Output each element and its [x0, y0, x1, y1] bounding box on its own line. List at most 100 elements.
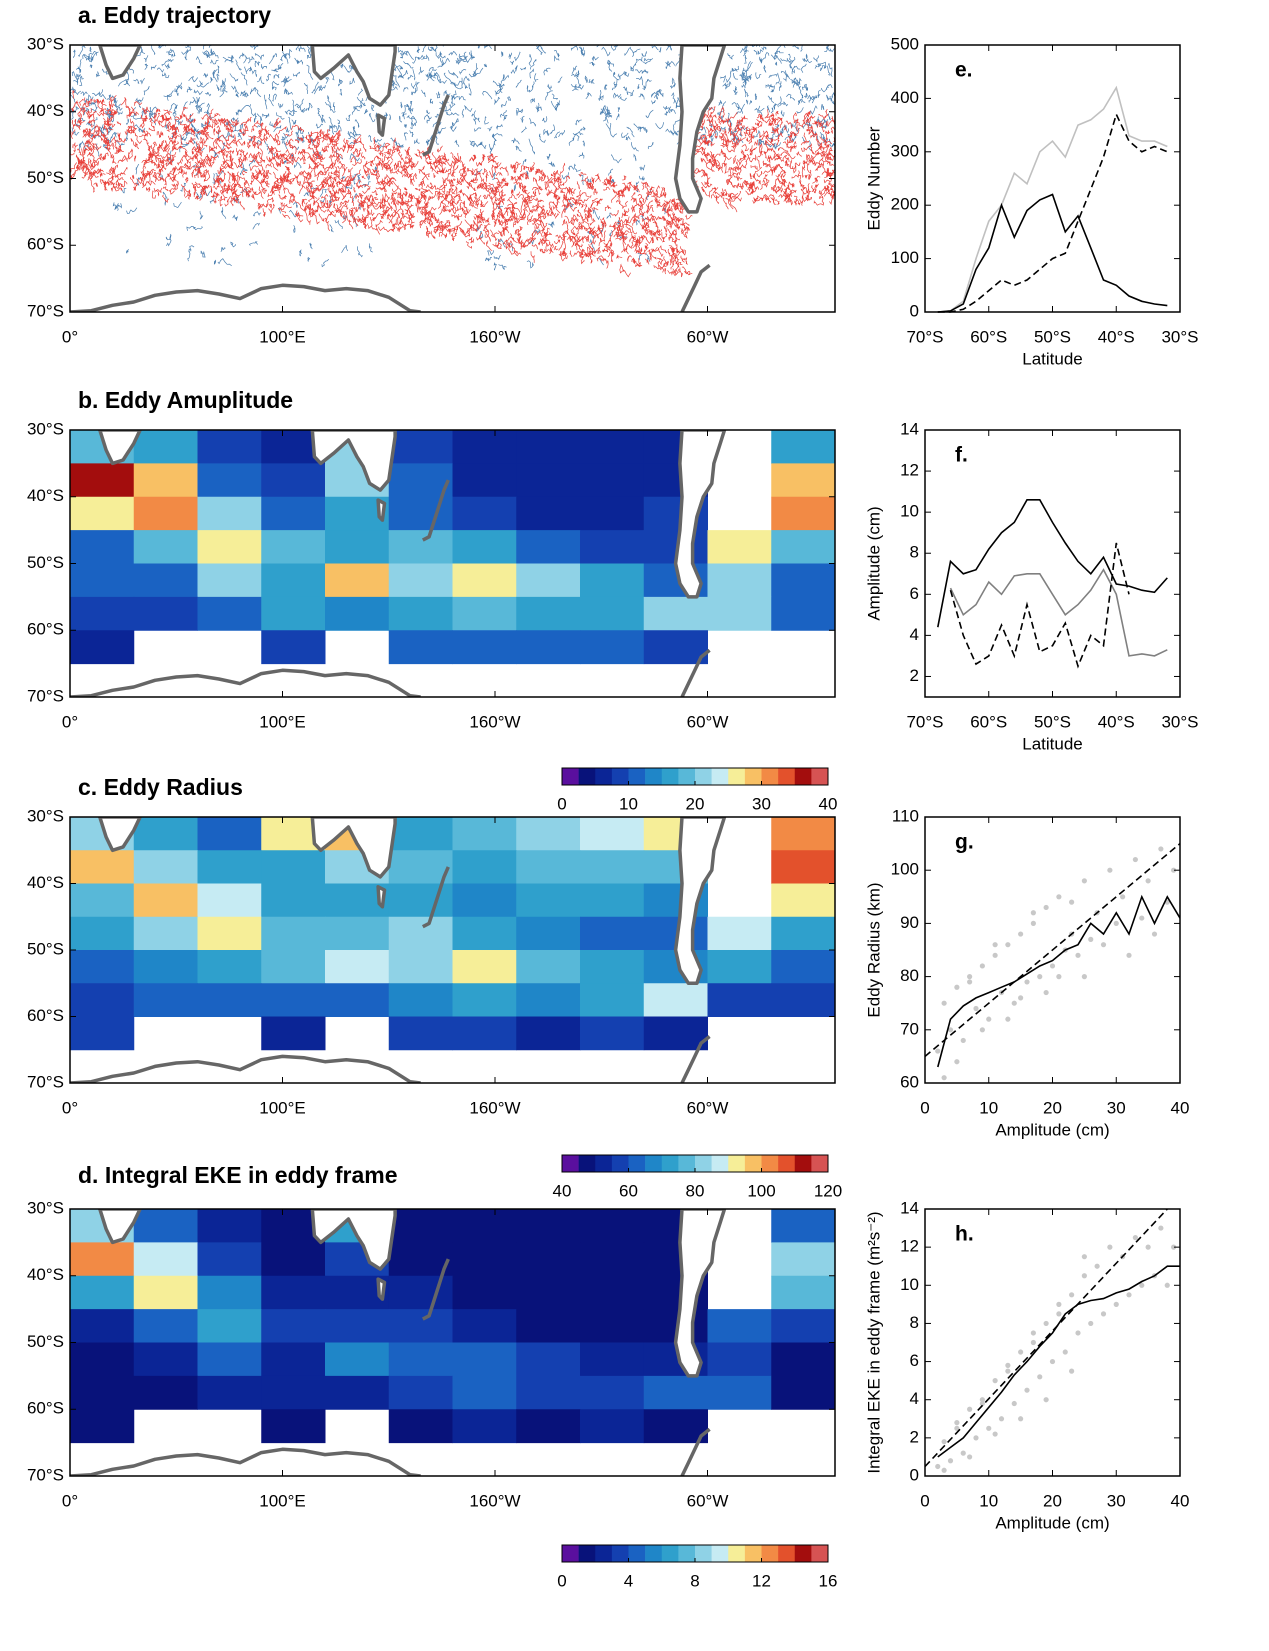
scatter-point [973, 1005, 979, 1012]
heat-cell [70, 1342, 135, 1377]
panel-label: g. [955, 831, 974, 854]
scatter-point [941, 1000, 947, 1006]
y-tick-label: 70 [900, 1019, 919, 1038]
colorbar-swatch [728, 1155, 746, 1172]
heat-cell [197, 430, 262, 464]
heat-cell [70, 630, 135, 665]
scatter-point [1100, 1311, 1107, 1317]
heat-cell [261, 850, 326, 884]
heat-cell [452, 496, 517, 531]
heat-cell [388, 1275, 453, 1310]
heat-cell [707, 563, 772, 598]
x-tick-label: 0° [62, 1098, 78, 1117]
heat-cell [580, 1209, 645, 1243]
heat-cell [70, 1016, 135, 1051]
colorbar-tick-label: 16 [819, 1571, 838, 1590]
heat-cell [516, 916, 581, 951]
scatter-point [960, 1450, 966, 1456]
heat-cell [388, 950, 453, 984]
heat-cell [516, 1342, 581, 1377]
heat-cell [388, 430, 453, 464]
heat-cell [580, 430, 645, 464]
scatter-point [992, 1431, 998, 1437]
scatter-point [992, 1378, 998, 1384]
y-tick-label: 60°S [27, 1399, 64, 1418]
y-tick-label: 2 [910, 666, 919, 685]
colorbar-tick-label: 4 [624, 1571, 633, 1590]
y-tick-label: 30°S [27, 1198, 64, 1217]
heat-cell [197, 850, 262, 884]
colorbar-swatch [761, 1155, 779, 1172]
scatter-point [1107, 867, 1113, 873]
scatter-point [1132, 856, 1138, 863]
colorbar-swatch [695, 768, 712, 785]
heat-cell [580, 1309, 645, 1343]
heat-cell [325, 1309, 390, 1343]
heat-cell [325, 530, 390, 564]
heat-cell [516, 563, 581, 598]
heat-cell [325, 1342, 390, 1377]
heat-cell [70, 496, 135, 531]
coastline [376, 885, 387, 909]
heat-cell [516, 1409, 581, 1444]
heat-cell [261, 530, 326, 564]
x-tick-label: 10 [979, 1491, 998, 1510]
scatter-point [941, 1075, 947, 1081]
heat-cell [388, 1016, 453, 1051]
y-tick-label: 300 [891, 141, 919, 160]
heat-cell [516, 950, 581, 984]
y-tick-label: 50°S [27, 168, 64, 187]
heat-cell [771, 950, 835, 984]
heat-cell [70, 463, 135, 498]
heat-cell [516, 1209, 581, 1243]
scatter-point [1164, 1282, 1170, 1288]
heat-cell [516, 496, 581, 531]
heat-cell [452, 596, 517, 631]
scatter-point [1049, 963, 1056, 969]
heat-cell [261, 1342, 326, 1377]
plot-area [70, 817, 835, 1083]
heat-cell [388, 1342, 453, 1377]
x-tick-label: 20 [1043, 1491, 1062, 1510]
mean-line [937, 1265, 1180, 1458]
scatter-point [1049, 1358, 1056, 1365]
heat-cell [325, 1375, 390, 1410]
heat-cell [771, 530, 835, 564]
heat-cell [70, 1309, 135, 1343]
scatter-point [1158, 1225, 1164, 1231]
heat-cell [580, 596, 645, 631]
heat-cell [133, 916, 198, 951]
plot-area [70, 430, 835, 697]
heat-cell [771, 463, 835, 498]
scatter-point [954, 1059, 960, 1065]
scatter-point [1171, 1244, 1177, 1250]
panel-label: e. [955, 59, 973, 82]
y-tick-label: 60 [900, 1072, 919, 1091]
colorbar-swatch [562, 1155, 579, 1172]
heat-cell [580, 1375, 645, 1410]
coastline [310, 430, 397, 492]
colorbar-swatch [811, 1545, 829, 1562]
heat-cell [643, 1016, 708, 1051]
y-tick-label: 4 [910, 625, 919, 644]
scatter-point [1056, 1311, 1062, 1317]
heat-cell [452, 563, 517, 598]
heat-cell [516, 1309, 581, 1343]
heat-cell [388, 916, 453, 951]
scatter-point [1158, 846, 1164, 852]
y-tick-label: 50°S [27, 1332, 64, 1351]
heat-cell [516, 850, 581, 884]
heat-cell [388, 563, 453, 598]
scatter-point [986, 1016, 992, 1022]
heat-cell [197, 1242, 262, 1277]
heat-cell [133, 463, 198, 498]
x-tick-label: 0° [62, 712, 78, 731]
colorbar-swatch [628, 1155, 646, 1172]
scatter-point [1056, 894, 1062, 900]
scatter-point [992, 952, 998, 958]
x-tick-label: 50°S [1034, 712, 1071, 731]
scatter-point [1151, 931, 1158, 937]
heat-cell [70, 1275, 135, 1310]
colorbar-swatch [744, 1155, 762, 1172]
